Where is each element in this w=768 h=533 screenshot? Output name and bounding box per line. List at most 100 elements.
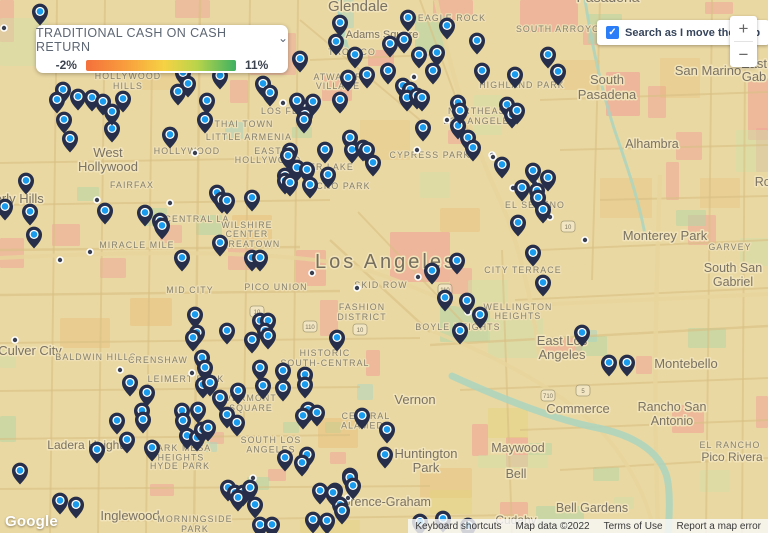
map-pin[interactable] (11, 462, 29, 485)
map-pin[interactable] (21, 203, 39, 226)
map-dot[interactable] (86, 248, 94, 256)
map-pin[interactable] (506, 66, 524, 89)
map-pin[interactable] (173, 249, 191, 272)
map-pin[interactable] (121, 374, 139, 397)
map-pin[interactable] (229, 489, 247, 512)
map-pin[interactable] (198, 92, 216, 115)
map-pin[interactable] (333, 502, 351, 525)
google-logo[interactable]: Google (5, 513, 58, 530)
map-pin[interactable] (103, 103, 121, 126)
map-pin[interactable] (186, 306, 204, 329)
map-pin[interactable] (301, 176, 319, 199)
map-pin[interactable] (261, 84, 279, 107)
map-pin[interactable] (451, 102, 469, 125)
map-pin[interactable] (114, 90, 132, 113)
map-pin[interactable] (549, 63, 567, 86)
map-pin[interactable] (276, 449, 294, 472)
map-pin[interactable] (48, 91, 66, 114)
map-pin[interactable] (509, 214, 527, 237)
map-pin[interactable] (67, 496, 85, 519)
map-pin[interactable] (448, 252, 466, 275)
map-pin[interactable] (211, 67, 229, 90)
map-pin[interactable] (413, 89, 431, 112)
map-pin[interactable] (379, 62, 397, 85)
map-pin[interactable] (524, 162, 542, 185)
map-dot[interactable] (116, 366, 124, 374)
map-pin[interactable] (311, 482, 329, 505)
map-dot[interactable] (166, 199, 174, 207)
map-dot[interactable] (191, 149, 199, 157)
map-pin[interactable] (228, 414, 246, 437)
map-pin[interactable] (88, 441, 106, 464)
map-pin[interactable] (199, 419, 217, 442)
map-pin[interactable] (534, 201, 552, 224)
map-dot[interactable] (443, 116, 451, 124)
map-dot[interactable] (279, 99, 287, 107)
map-pin[interactable] (473, 62, 491, 85)
search-toggle-checkbox[interactable]: ✓ (606, 26, 619, 39)
map-pin[interactable] (399, 9, 417, 32)
map-pin[interactable] (358, 66, 376, 89)
map-pin[interactable] (318, 512, 336, 533)
map-pin[interactable] (458, 292, 476, 315)
map-pin[interactable] (291, 50, 309, 73)
map-pin[interactable] (251, 249, 269, 272)
map-pin[interactable] (438, 17, 456, 40)
map-pin[interactable] (539, 46, 557, 69)
map-pin[interactable] (468, 32, 486, 55)
map-pin[interactable] (324, 484, 342, 507)
report-map-error-link[interactable]: Report a map error (676, 520, 761, 532)
map-pin[interactable] (153, 217, 171, 240)
map-dot[interactable] (93, 196, 101, 204)
map-pin[interactable] (294, 407, 312, 430)
map-pin[interactable] (316, 141, 334, 164)
map-pin[interactable] (211, 234, 229, 257)
map-pin[interactable] (524, 244, 542, 267)
map-pin[interactable] (136, 204, 154, 227)
map-pin[interactable] (259, 327, 277, 350)
map-pin[interactable] (218, 192, 236, 215)
map-dot[interactable] (353, 284, 361, 292)
map-pin[interactable] (327, 33, 345, 56)
map-pin[interactable] (296, 376, 314, 399)
map-pin[interactable] (319, 166, 337, 189)
map-pin[interactable] (395, 31, 413, 54)
map-pin[interactable] (96, 202, 114, 225)
map-pin[interactable] (451, 322, 469, 345)
map-pin[interactable] (134, 411, 152, 434)
map-pin[interactable] (254, 377, 272, 400)
map-pin[interactable] (534, 274, 552, 297)
map-pin[interactable] (414, 119, 432, 142)
map-pin[interactable] (381, 35, 399, 58)
map-pin[interactable] (344, 477, 362, 500)
map-pin[interactable] (424, 62, 442, 85)
map-pin[interactable] (251, 516, 269, 533)
metric-dropdown[interactable]: TRADITIONAL CASH ON CASH RETURN ⌄ (36, 26, 288, 54)
map-dot[interactable] (581, 236, 589, 244)
map-pin[interactable] (61, 130, 79, 153)
map-dot[interactable] (489, 153, 497, 161)
map-pin[interactable] (353, 407, 371, 430)
map-pin[interactable] (229, 382, 247, 405)
map-pin[interactable] (218, 322, 236, 345)
map-pin[interactable] (108, 412, 126, 435)
map-pin[interactable] (378, 421, 396, 444)
map-pin[interactable] (295, 111, 313, 134)
map-pin[interactable] (471, 306, 489, 329)
map-pin[interactable] (251, 359, 269, 382)
map-pin[interactable] (293, 454, 311, 477)
map-pin[interactable] (308, 404, 326, 427)
map-pin[interactable] (143, 439, 161, 462)
map-pin[interactable] (274, 379, 292, 402)
map-dot[interactable] (56, 256, 64, 264)
map-pin[interactable] (618, 354, 636, 377)
map-pin[interactable] (138, 384, 156, 407)
map-pin[interactable] (243, 331, 261, 354)
map-pin[interactable] (274, 362, 292, 385)
map-pin[interactable] (51, 492, 69, 515)
map-pin[interactable] (513, 179, 531, 202)
map-pin[interactable] (428, 44, 446, 67)
map-pin[interactable] (243, 189, 261, 212)
map-pin[interactable] (346, 46, 364, 69)
map-pin[interactable] (103, 120, 121, 143)
